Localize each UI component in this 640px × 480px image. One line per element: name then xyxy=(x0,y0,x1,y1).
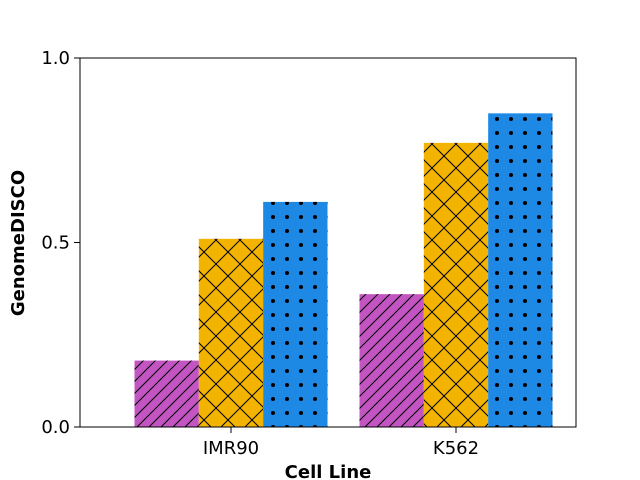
y-axis-label: GenomeDISCO xyxy=(8,170,29,316)
bars-group xyxy=(134,113,553,427)
x-tick-label-imr90: IMR90 xyxy=(203,438,259,459)
y-axis: 0.0 0.5 1.0 xyxy=(41,48,80,438)
x-axis-label: Cell Line xyxy=(285,462,372,480)
bar-hatch-series2-imr90 xyxy=(198,238,264,427)
bar-hatch-series1-k562 xyxy=(359,294,424,427)
x-axis: IMR90 K562 xyxy=(203,427,479,459)
y-tick-label: 0.0 xyxy=(41,417,70,438)
bar-hatch-series3-k562 xyxy=(488,113,553,427)
y-tick-label: 1.0 xyxy=(41,48,70,69)
bar-hatch-series1-imr90 xyxy=(134,360,199,427)
bar-hatch-series3-imr90 xyxy=(263,201,328,427)
y-tick-label: 0.5 xyxy=(41,233,70,254)
bar-hatch-series2-k562 xyxy=(423,142,489,427)
x-tick-label-k562: K562 xyxy=(433,438,479,459)
